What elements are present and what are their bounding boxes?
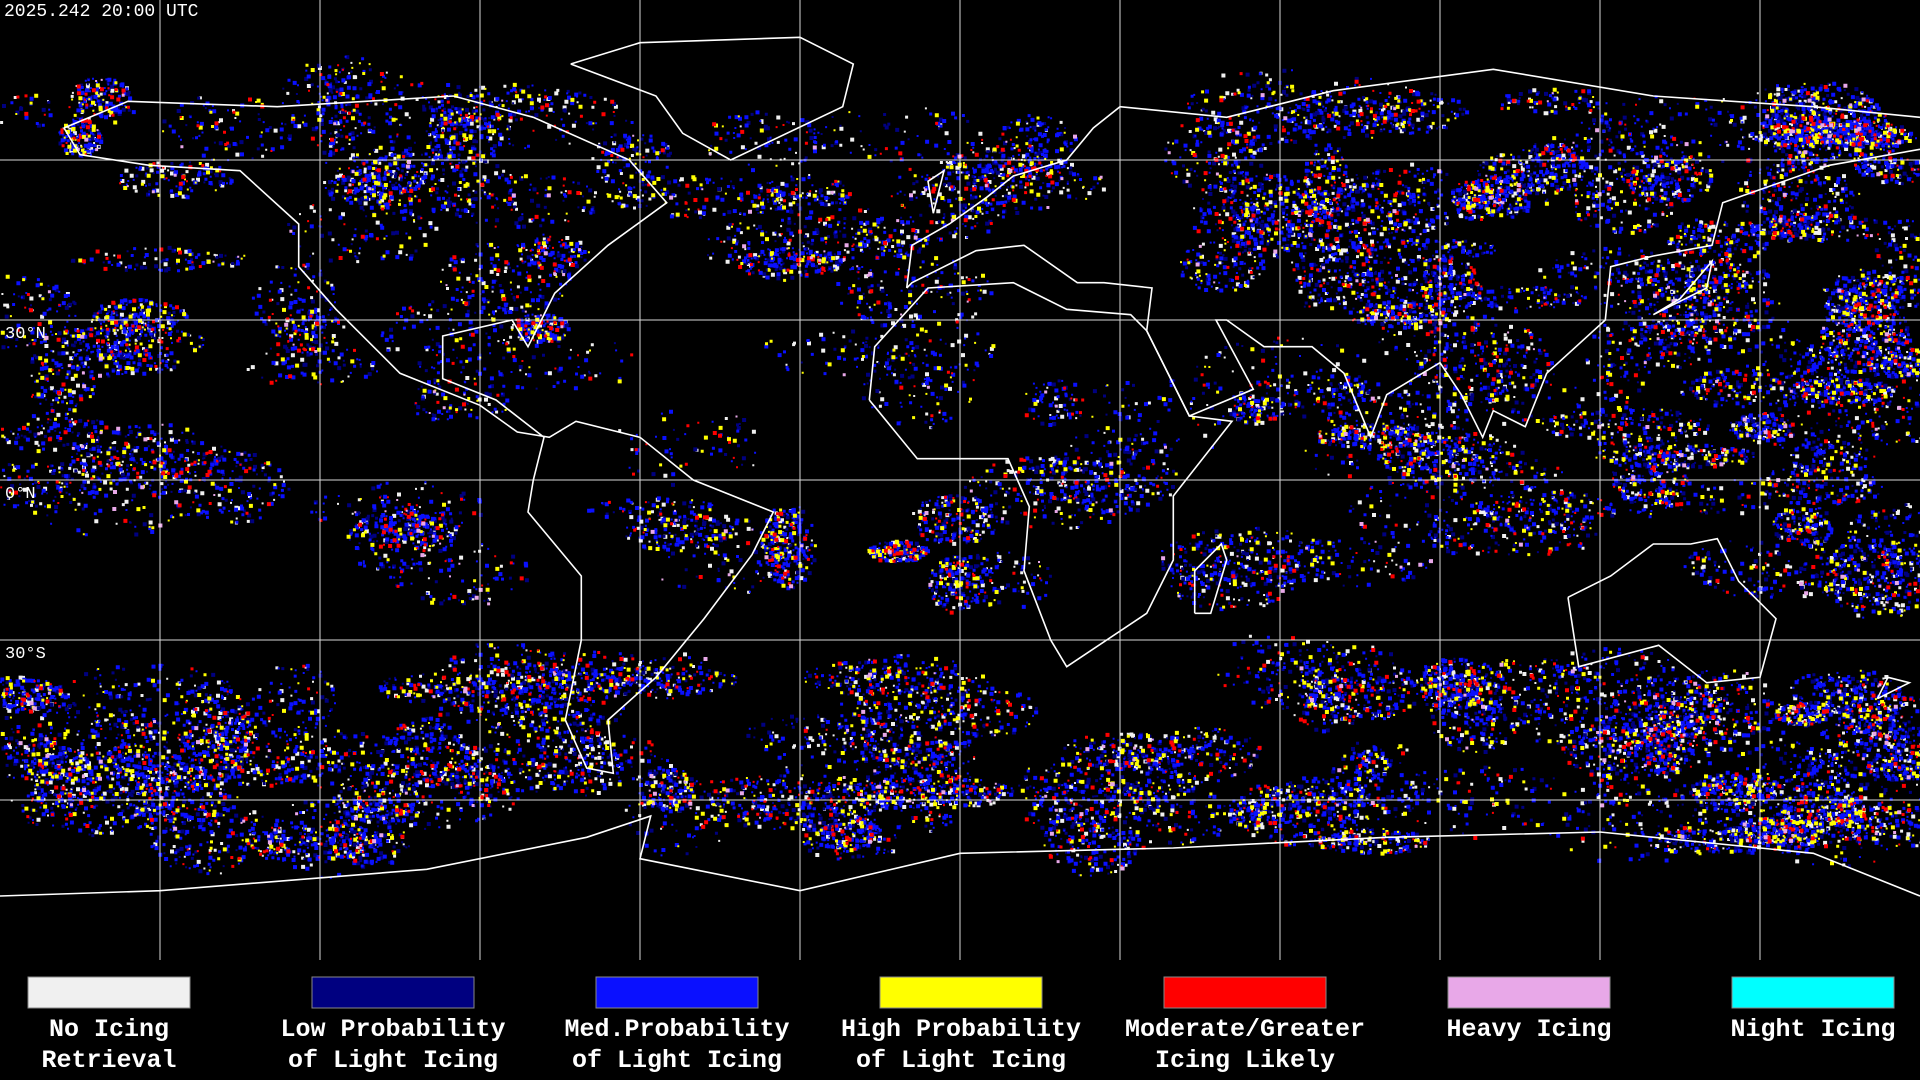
timestamp: 2025.242 20:00 UTC [4, 2, 199, 22]
legend-label: of Light Icing [572, 1046, 782, 1075]
coastline [1652, 258, 1714, 316]
icing-specks [1, 55, 1920, 878]
legend-item: Night Icing [1730, 976, 1896, 1044]
latitude-labels: 30°N 0°N 30°S [5, 325, 46, 664]
latitude-label: 30°S [5, 645, 46, 664]
legend-label: of Light Icing [288, 1046, 498, 1075]
legend-label: of Light Icing [856, 1046, 1066, 1075]
legend-item: Heavy Icing [1446, 976, 1612, 1044]
icing-specks [0, 62, 1920, 877]
legend-swatch [1163, 976, 1327, 1009]
latitude-label: 0°N [5, 485, 36, 504]
legend-label: Low Probability [280, 1015, 505, 1044]
graticule [0, 0, 1920, 960]
coastline [906, 148, 1920, 440]
legend-swatch [1731, 976, 1895, 1009]
legend-swatch [27, 976, 191, 1009]
legend-label: No Icing [49, 1015, 169, 1044]
legend-label: Med.Probability [564, 1015, 789, 1044]
legend-swatch [1447, 976, 1611, 1009]
legend-label: High Probability [841, 1015, 1081, 1044]
coastline [1567, 537, 1777, 684]
legend-swatch [595, 976, 759, 1009]
legend-label: Icing Likely [1155, 1046, 1335, 1075]
coastline [63, 95, 775, 775]
coastline [570, 36, 855, 161]
coastline [1876, 676, 1912, 700]
legend-label: Moderate/Greater [1125, 1015, 1365, 1044]
latitude-label: 30°N [5, 325, 46, 344]
legend-label: Heavy Icing [1446, 1015, 1611, 1044]
coastline [927, 168, 946, 214]
legend-label: Retrieval [41, 1046, 176, 1075]
legend-swatch [311, 976, 475, 1009]
legend-label: Night Icing [1730, 1015, 1895, 1044]
coastline [1193, 542, 1228, 615]
coastline [905, 68, 1920, 289]
coastline [868, 281, 1234, 668]
legend-swatch [879, 976, 1043, 1009]
